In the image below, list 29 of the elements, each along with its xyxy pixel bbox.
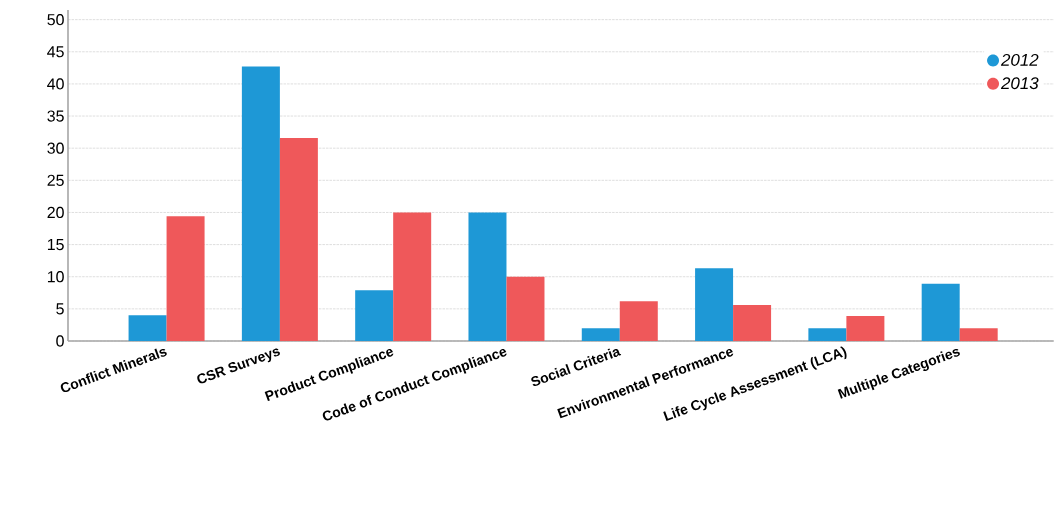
y-tick-label: 0 [56,335,64,347]
bar [733,305,772,341]
bar [506,276,545,341]
bar [921,283,960,341]
bar [355,290,394,341]
y-tick-label: 5 [56,303,64,315]
bar [695,268,734,341]
bar [808,328,847,341]
bar [241,66,280,341]
bar [468,212,507,341]
legend-label: 2013 [1000,77,1039,90]
y-tick-label: 10 [47,271,64,283]
y-tick-label: 35 [47,110,64,122]
bar [166,216,205,341]
y-tick-label: 15 [47,239,64,251]
y-tick-label: 40 [47,78,64,90]
y-tick-label: 50 [47,13,64,26]
y-tick-label: 20 [47,206,64,219]
bar [959,328,998,341]
y-tick-label: 45 [47,46,64,58]
bar [846,315,885,341]
bar [393,212,432,341]
legend-label: 2012 [1000,53,1039,66]
bar [279,137,318,341]
y-tick-label: 30 [47,142,64,154]
bar [619,301,658,341]
bar [581,328,620,341]
bar [128,315,167,341]
y-tick-label: 25 [47,174,64,186]
